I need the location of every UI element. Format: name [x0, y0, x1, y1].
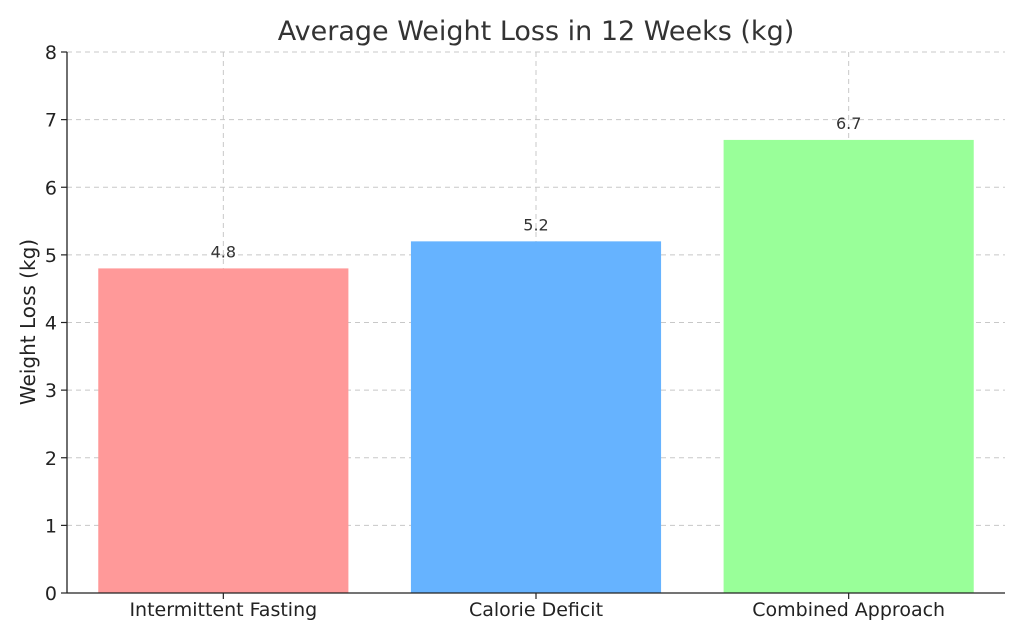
bar: [410, 241, 662, 593]
y-tick-label: 3: [45, 380, 57, 402]
labels-layer: 0 1 2 3 4 5 6 7 8 4.8 Intermittent Fasting 5.2 Calor…: [45, 42, 945, 621]
y-tick-label: 1: [45, 515, 57, 537]
y-tick-label: 4: [45, 313, 57, 335]
chart-title: Average Weight Loss in 12 Weeks (kg): [278, 16, 795, 47]
y-axis-label: Weight Loss (kg): [16, 239, 40, 405]
y-tick-label: 0: [45, 583, 57, 605]
data-label: 6.7: [836, 114, 861, 133]
x-tick-label: Combined Approach: [752, 599, 945, 621]
y-tick-label: 8: [45, 42, 57, 64]
x-tick-label: Intermittent Fasting: [129, 599, 317, 621]
bars-layer: [98, 139, 974, 593]
axis-layer: [61, 51, 1005, 599]
bar: [723, 139, 974, 593]
y-tick-label: 5: [45, 245, 57, 267]
x-tick-label: Calorie Deficit: [469, 599, 603, 621]
y-tick-label: 2: [45, 448, 57, 470]
y-tick-label: 6: [45, 177, 57, 199]
data-label: 5.2: [523, 215, 548, 234]
y-tick-label: 7: [45, 110, 57, 132]
bar: [98, 268, 349, 593]
data-label: 4.8: [211, 242, 236, 261]
